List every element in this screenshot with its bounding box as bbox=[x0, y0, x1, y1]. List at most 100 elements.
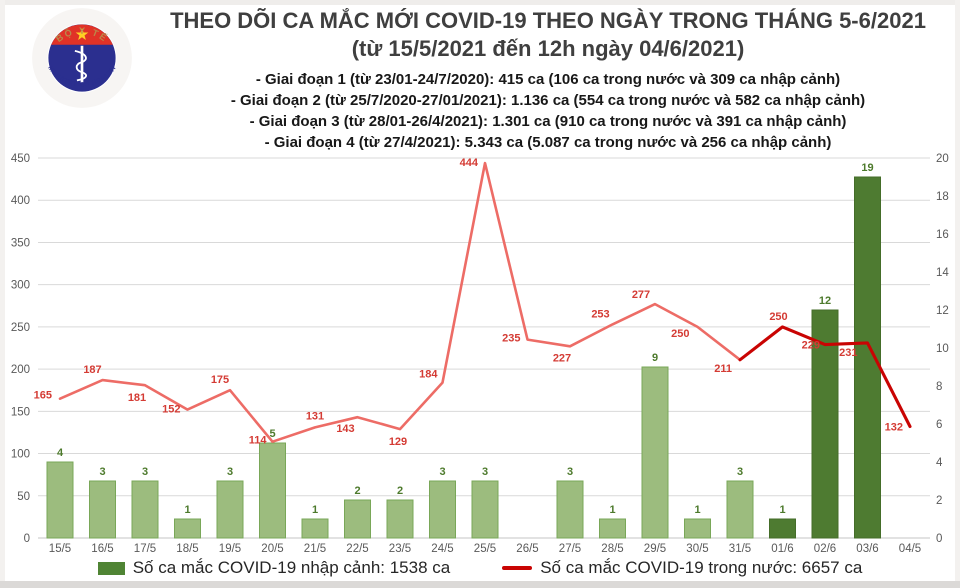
line-value-label: 114 bbox=[249, 435, 268, 447]
x-tick-label: 30/5 bbox=[686, 543, 708, 555]
x-tick-label: 03/6 bbox=[856, 543, 878, 555]
left-axis-tick-label: 200 bbox=[11, 364, 30, 376]
bar-value-label: 2 bbox=[397, 485, 403, 497]
bar-value-label: 1 bbox=[312, 504, 318, 516]
x-tick-label: 25/5 bbox=[474, 543, 496, 555]
left-axis-tick-label: 100 bbox=[11, 449, 30, 461]
left-axis-tick-label: 300 bbox=[11, 280, 30, 292]
line-value-label: 181 bbox=[128, 392, 146, 404]
right-axis-tick-label: 4 bbox=[936, 457, 943, 469]
bar-value-label: 1 bbox=[609, 504, 615, 516]
bar-value-label: 1 bbox=[779, 504, 785, 516]
phase-summary-list: - Giai đoạn 1 (từ 23/01-24/7/2020): 415 … bbox=[145, 69, 951, 153]
x-tick-label: 18/5 bbox=[176, 543, 198, 555]
bar-value-label: 2 bbox=[354, 485, 360, 497]
frame-left bbox=[0, 0, 5, 588]
legend-item-imported: Số ca mắc COVID-19 nhập cảnh: 1538 ca bbox=[97, 558, 450, 578]
x-tick-label: 31/5 bbox=[729, 543, 751, 555]
phase-3-summary: - Giai đoạn 3 (từ 28/01-26/4/2021): 1.30… bbox=[249, 113, 847, 130]
legend-domestic-label: Số ca mắc COVID-19 trong nước: 6657 ca bbox=[540, 558, 863, 577]
bar-imported-cases bbox=[46, 461, 74, 539]
bar-value-label: 3 bbox=[99, 466, 105, 478]
right-axis-tick-label: 14 bbox=[936, 267, 949, 279]
line-value-label: 129 bbox=[389, 436, 407, 448]
phase-4-summary: - Giai đoạn 4 (từ 27/4/2021): 5.343 ca (… bbox=[264, 134, 832, 151]
bar-value-label: 3 bbox=[482, 466, 488, 478]
bar-imported-cases bbox=[726, 480, 754, 539]
phase-1-summary: - Giai đoạn 1 (từ 23/01-24/7/2020): 415 … bbox=[255, 71, 841, 88]
x-tick-label: 16/5 bbox=[91, 543, 113, 555]
legend-bar-swatch bbox=[97, 561, 125, 575]
bar-value-label: 3 bbox=[227, 466, 233, 478]
x-tick-label: 29/5 bbox=[644, 543, 666, 555]
bar-imported-cases bbox=[811, 309, 839, 539]
bar-imported-cases bbox=[89, 480, 116, 539]
legend-item-domestic: Số ca mắc COVID-19 trong nước: 6657 ca bbox=[502, 558, 862, 578]
right-axis-tick-label: 6 bbox=[936, 419, 942, 431]
bar-value-label: 5 bbox=[269, 428, 275, 440]
bar-value-label: 3 bbox=[737, 466, 743, 478]
right-axis-tick-label: 8 bbox=[936, 381, 942, 393]
right-axis-tick-label: 10 bbox=[936, 343, 949, 355]
x-tick-label: 15/5 bbox=[49, 543, 71, 555]
logo-snake-icon bbox=[74, 49, 87, 82]
line-value-label: 235 bbox=[502, 333, 520, 345]
bar-imported-cases bbox=[556, 480, 584, 539]
x-tick-label: 27/5 bbox=[559, 543, 581, 555]
line-value-label: 132 bbox=[885, 422, 903, 434]
line-value-label: 250 bbox=[769, 311, 787, 323]
line-value-label: 187 bbox=[83, 364, 101, 376]
left-axis-tick-label: 350 bbox=[11, 237, 30, 249]
x-tick-label: 22/5 bbox=[346, 543, 368, 555]
bar-imported-cases bbox=[174, 518, 201, 539]
page-subtitle: (từ 15/5/2021 đến 12h ngày 04/6/2021) bbox=[351, 36, 745, 61]
line-value-label: 250 bbox=[671, 328, 689, 340]
line-value-label: 231 bbox=[839, 347, 857, 359]
line-value-label: 227 bbox=[553, 352, 571, 364]
line-value-label: 165 bbox=[34, 390, 52, 402]
left-axis-tick-label: 150 bbox=[11, 406, 30, 418]
bar-value-label: 3 bbox=[567, 466, 573, 478]
phase-2-summary: - Giai đoạn 2 (từ 25/7/2020-27/01/2021):… bbox=[230, 92, 866, 109]
left-axis-tick-label: 400 bbox=[11, 195, 30, 207]
x-tick-label: 24/5 bbox=[431, 543, 453, 555]
ministry-of-health-logo: BỘ Y TẾ MINISTRY OF HEALTH bbox=[32, 8, 132, 108]
bar-imported-cases bbox=[301, 518, 329, 539]
chart-svg: 0501001502002503003504004500246810121416… bbox=[11, 153, 950, 555]
header: THEO DÕI CA MẮC MỚI COVID-19 THEO NGÀY T… bbox=[145, 8, 951, 153]
bar-imported-cases bbox=[386, 499, 414, 539]
line-value-label: 229 bbox=[802, 340, 820, 352]
bar-imported-cases bbox=[769, 518, 796, 539]
right-axis-tick-label: 0 bbox=[936, 533, 942, 545]
bar-value-label: 1 bbox=[694, 504, 700, 516]
line-value-label: 253 bbox=[591, 308, 609, 320]
line-value-label: 143 bbox=[336, 423, 354, 435]
left-axis-tick-label: 50 bbox=[17, 491, 30, 503]
x-tick-label: 19/5 bbox=[219, 543, 241, 555]
frame-top bbox=[0, 0, 960, 5]
legend-line-swatch bbox=[502, 566, 533, 570]
frame-bottom bbox=[0, 581, 960, 588]
chart-legend: Số ca mắc COVID-19 nhập cảnh: 1538 ca Số… bbox=[0, 558, 960, 578]
left-axis-tick-label: 250 bbox=[11, 322, 30, 334]
x-tick-label: 02/6 bbox=[814, 543, 836, 555]
bar-value-label: 1 bbox=[184, 504, 190, 516]
x-tick-label: 28/5 bbox=[601, 543, 623, 555]
x-tick-label: 20/5 bbox=[261, 543, 283, 555]
bar-value-label: 4 bbox=[57, 447, 64, 459]
bar-imported-cases bbox=[216, 480, 244, 539]
bar-imported-cases bbox=[131, 480, 159, 539]
line-value-label: 175 bbox=[211, 374, 229, 386]
bar-imported-cases bbox=[599, 518, 626, 539]
x-tick-label: 23/5 bbox=[389, 543, 411, 555]
line-value-label: 444 bbox=[460, 157, 479, 169]
bar-value-label: 12 bbox=[819, 295, 831, 307]
x-tick-label: 21/5 bbox=[304, 543, 326, 555]
frame-right bbox=[955, 0, 960, 588]
x-tick-label: 26/5 bbox=[516, 543, 538, 555]
bar-value-label: 9 bbox=[652, 352, 658, 364]
bar-value-label: 3 bbox=[439, 466, 445, 478]
line-value-label: 152 bbox=[162, 404, 180, 416]
left-axis-tick-label: 0 bbox=[24, 533, 30, 545]
